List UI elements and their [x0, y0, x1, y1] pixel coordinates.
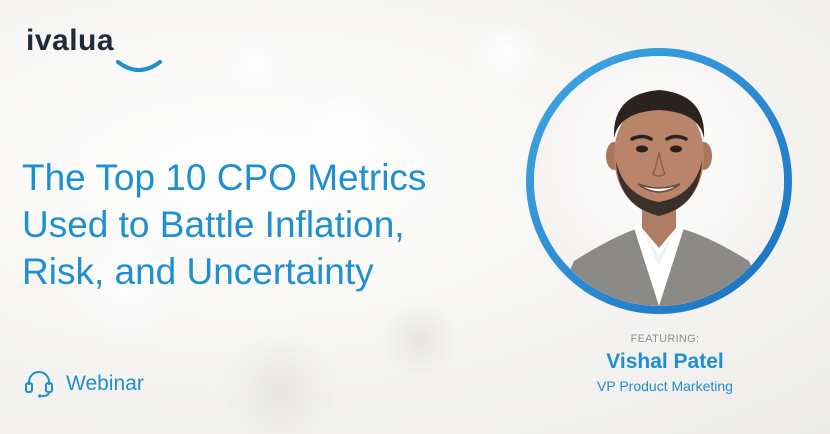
- bokeh-light: [380, 300, 460, 380]
- logo-wordmark: ivalua: [26, 24, 115, 57]
- bokeh-light: [220, 330, 340, 434]
- ivalua-logo[interactable]: ivalua: [26, 24, 162, 72]
- speaker-name: Vishal Patel: [606, 350, 724, 373]
- headset-icon: [25, 371, 53, 398]
- speaker-portrait-illustration: [534, 56, 784, 306]
- logo-smile-icon: [116, 60, 162, 72]
- headline-line: Used to Battle Inflation,: [22, 204, 405, 245]
- speaker-title: VP Product Marketing: [597, 378, 733, 394]
- speaker-photo-frame: [526, 48, 792, 314]
- speaker-photo: [534, 56, 784, 306]
- featuring-label: FEATURING:: [630, 333, 700, 345]
- bokeh-light: [225, 35, 285, 95]
- headline-line: Risk, and Uncertainty: [22, 251, 374, 292]
- headline: The Top 10 CPO Metrics Used to Battle In…: [22, 154, 502, 295]
- bokeh-light: [470, 20, 540, 90]
- event-type-label: Webinar: [66, 372, 144, 395]
- event-type: Webinar: [24, 370, 144, 398]
- headline-line: The Top 10 CPO Metrics: [22, 157, 427, 198]
